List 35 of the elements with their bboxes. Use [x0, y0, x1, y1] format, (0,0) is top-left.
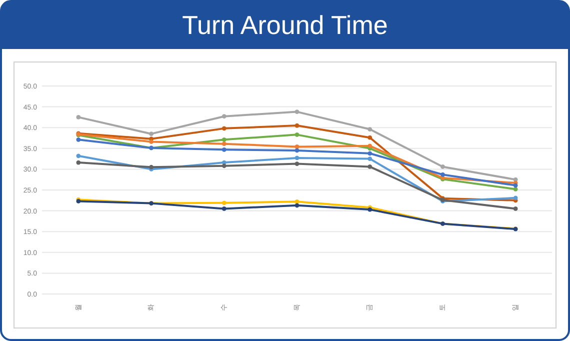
- point: [294, 110, 300, 114]
- point: [294, 144, 300, 149]
- point: [76, 137, 81, 142]
- point: [222, 126, 226, 131]
- point: [222, 206, 226, 211]
- point: [149, 140, 154, 144]
- title: Turn Around Time: [182, 10, 388, 40]
- point: [440, 164, 445, 169]
- point: [76, 115, 81, 120]
- point: [294, 148, 300, 153]
- point: [149, 164, 154, 170]
- point: [368, 151, 372, 156]
- point: [294, 162, 300, 166]
- point: [294, 123, 300, 128]
- point: [513, 183, 518, 188]
- point: [368, 164, 372, 169]
- point: [294, 132, 300, 137]
- point: [149, 132, 154, 136]
- point: [368, 156, 372, 161]
- point: [368, 135, 372, 140]
- point: [222, 137, 226, 142]
- point: [222, 147, 226, 152]
- point: [222, 164, 226, 168]
- point: [222, 142, 226, 146]
- point: [294, 156, 300, 160]
- point: [222, 114, 226, 119]
- point: [222, 200, 226, 206]
- point: [368, 144, 372, 148]
- point: [440, 172, 445, 177]
- point: [368, 127, 372, 132]
- point: [76, 160, 81, 165]
- point: [513, 196, 518, 200]
- point: [76, 154, 81, 158]
- point: [294, 203, 300, 208]
- point: [513, 206, 518, 211]
